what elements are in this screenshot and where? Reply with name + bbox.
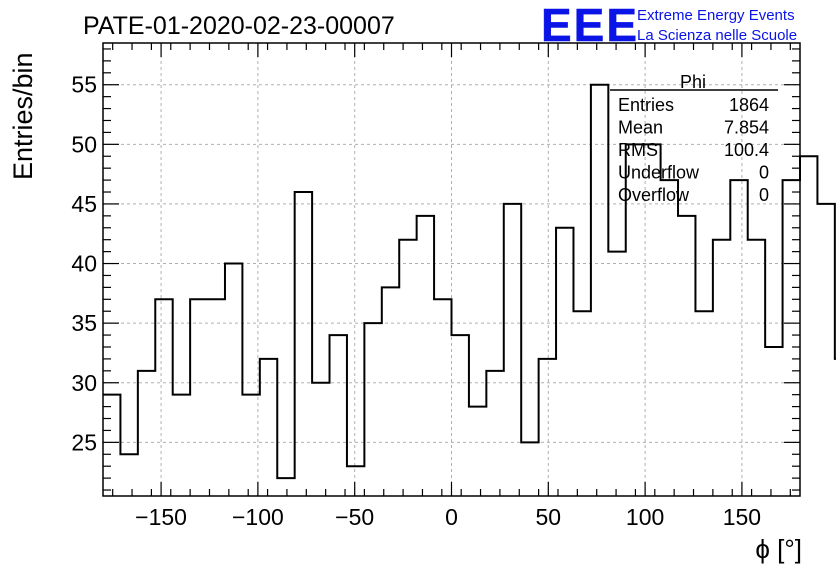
histogram-bin — [417, 216, 434, 496]
histogram-bin — [469, 407, 486, 496]
eee-logo-line2: La Scienza nelle Scuole — [637, 27, 797, 44]
histogram-bin — [208, 299, 225, 496]
stats-row-value: 0 — [759, 185, 769, 205]
histogram-bin — [452, 335, 469, 496]
x-axis-label: ϕ [°] — [755, 534, 802, 564]
histogram-bin — [730, 180, 747, 496]
histogram-bin — [242, 395, 259, 496]
x-tick-label: 0 — [445, 504, 458, 530]
histogram-bin — [330, 335, 347, 496]
y-tick-label: 45 — [71, 191, 97, 217]
histogram-bin — [295, 192, 312, 496]
histogram-bin — [382, 287, 399, 496]
histogram-bin — [591, 85, 608, 496]
y-tick-label: 30 — [71, 370, 97, 396]
stats-row-label: Entries — [618, 95, 674, 115]
x-tick-label: 50 — [536, 504, 562, 530]
stats-row-value: 1864 — [729, 95, 769, 115]
stats-row-value: 0 — [759, 163, 769, 183]
histogram-bin — [713, 240, 730, 496]
histogram-bin — [539, 359, 556, 496]
histogram-bin — [608, 252, 625, 496]
histogram-bin — [817, 204, 834, 496]
histogram-bin — [661, 180, 678, 496]
stats-row-label: RMS — [618, 140, 658, 160]
stats-box: Phi Entries 1864 Mean 7.854 RMS 100.4 Underflo… — [610, 72, 778, 205]
x-tick-label: 100 — [626, 504, 664, 530]
histogram-bin — [504, 204, 521, 496]
stats-row-label: Underflow — [618, 163, 700, 183]
x-tick-label: −50 — [335, 504, 374, 530]
y-tick-label: 35 — [71, 310, 97, 336]
stats-row-label: Mean — [618, 118, 663, 138]
x-tick-label: −100 — [232, 504, 284, 530]
histogram-bin — [364, 323, 381, 496]
stats-row-value: 100.4 — [724, 140, 769, 160]
histogram-bin — [103, 395, 120, 496]
histogram-bin — [260, 359, 277, 496]
histogram-bin — [277, 478, 294, 496]
histogram-bin — [800, 156, 817, 496]
histogram-bin — [678, 216, 695, 496]
histogram-outline — [103, 83, 836, 480]
histogram-bin — [486, 371, 503, 496]
histogram-bin — [120, 454, 137, 496]
histogram-bin — [347, 466, 364, 496]
y-axis: 25 30 35 40 45 50 55 — [71, 48, 800, 491]
histogram-bin — [556, 228, 573, 496]
eee-logo-mark: EEE — [541, 0, 639, 51]
histogram-bin — [312, 383, 329, 496]
x-tick-label: −150 — [135, 504, 187, 530]
histogram-bin — [521, 442, 538, 496]
chart-title: PATE-01-2020-02-23-00007 — [83, 12, 395, 40]
histogram-bin — [695, 311, 712, 496]
stats-row-label: Overflow — [618, 185, 690, 205]
x-axis: −150 −100 −50 0 50 100 150 — [112, 43, 791, 530]
histogram-bin — [155, 299, 172, 496]
y-tick-label: 55 — [71, 72, 97, 98]
histogram-bin — [573, 311, 590, 496]
eee-logo-line1: Extreme Energy Events — [637, 7, 795, 24]
y-tick-label: 50 — [71, 131, 97, 157]
x-tick-label: 150 — [723, 504, 761, 530]
eee-logo: EEE Extreme Energy Events La Scienza nel… — [541, 0, 797, 51]
stats-row-value: 7.854 — [724, 118, 769, 138]
histogram-bin — [138, 371, 155, 496]
y-tick-label: 25 — [71, 429, 97, 455]
histogram-bin — [434, 299, 451, 496]
histogram-bin — [225, 264, 242, 496]
histogram-bin — [765, 347, 782, 496]
histogram-bin — [173, 395, 190, 496]
histogram-bin — [399, 240, 416, 496]
y-tick-label: 40 — [71, 251, 97, 277]
stats-box-title: Phi — [680, 72, 706, 92]
histogram-bin — [190, 299, 207, 496]
y-axis-label: Entries/bin — [8, 52, 38, 180]
stats-box-rows: Entries 1864 Mean 7.854 RMS 100.4 Underflow 0 Ov… — [618, 95, 769, 205]
histogram-bin — [748, 240, 765, 496]
